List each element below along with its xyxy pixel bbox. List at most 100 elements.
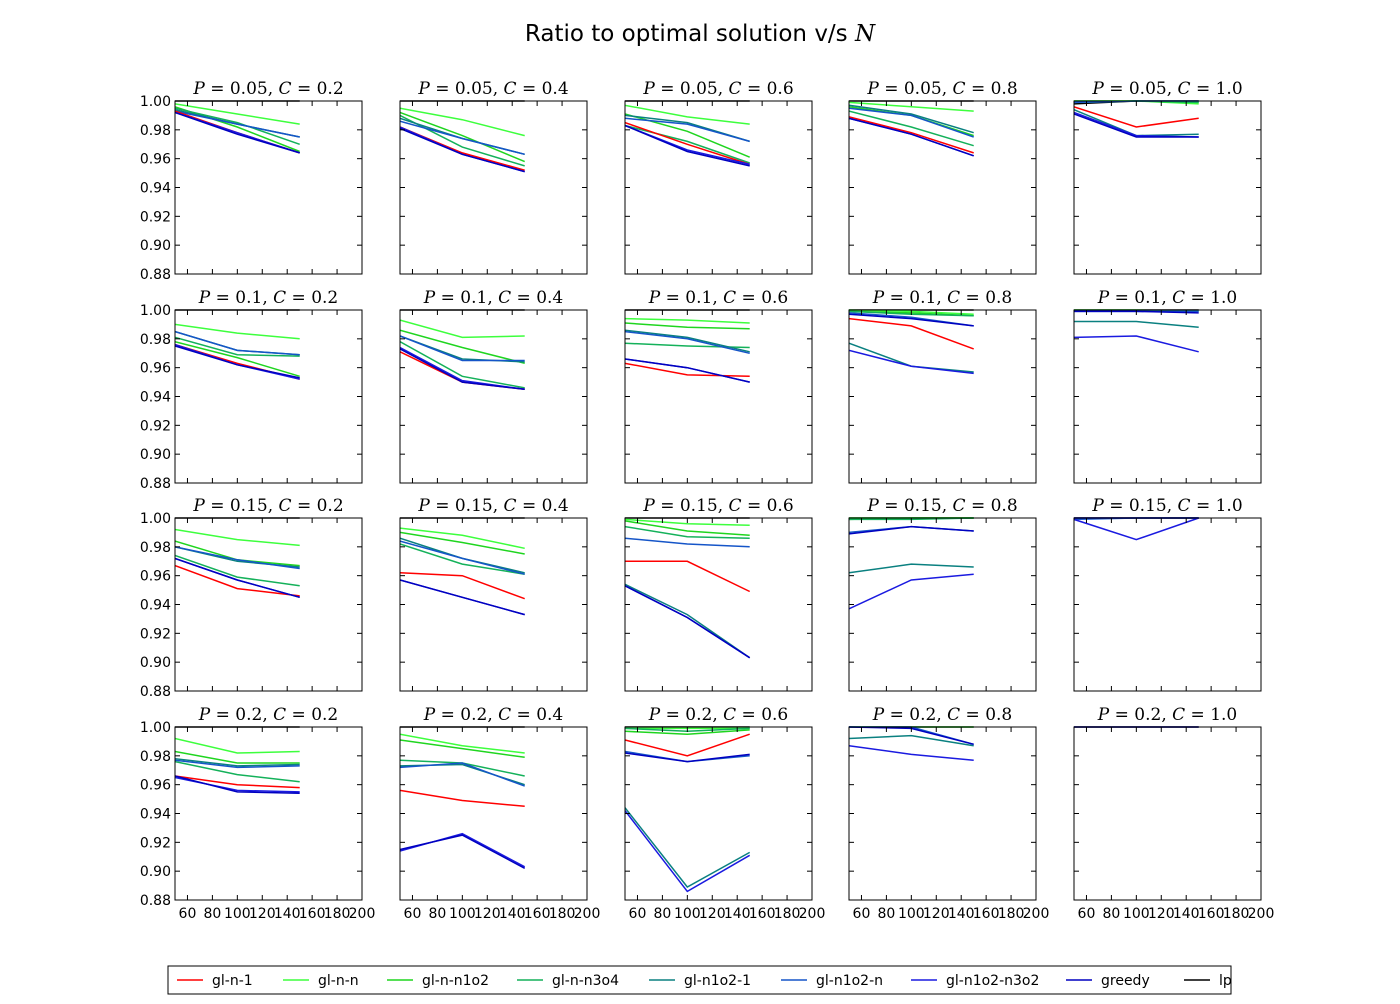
subplot-p0.2-c0.2: P = 0.2, C = 0.2 0.88 0.90 0.92 0.94 0.96 0.98… [140, 705, 376, 922]
series-line-gl-n-1 [849, 116, 974, 154]
series-line-gl-n1o2-1 [1074, 320, 1199, 329]
x-tick-label: 80 [1102, 906, 1120, 922]
series-line-gl-n1o2-1 [849, 563, 974, 574]
subplot-title: P = 0.2, C = 0.6 [648, 705, 789, 725]
subplot-p0.15-c0.4: P = 0.15, C = 0.4 [399, 496, 588, 692]
axes-frame [174, 100, 363, 275]
series-line-gl-n-1 [625, 121, 750, 166]
series-line-greedy [175, 557, 300, 599]
series-line-gl-n1o2-1 [400, 537, 525, 574]
x-tick-label: 200 [799, 906, 826, 922]
subplot-title: P = 0.1, C = 0.8 [872, 288, 1013, 308]
subplot-p0.05-c0.4: P = 0.05, C = 0.4 [399, 79, 588, 275]
x-tick-label: 120 [699, 906, 726, 922]
x-tick-label: 140 [1173, 906, 1200, 922]
series-group [400, 100, 525, 173]
subplot-title: P = 0.05, C = 0.6 [642, 79, 793, 99]
series-line-greedy [625, 585, 751, 659]
series-line-greedy [175, 775, 300, 795]
series-line-gl-n-n1o2 [400, 531, 525, 555]
series-line-gl-n1o2-n3o2 [625, 358, 750, 383]
axes-frame [848, 726, 1037, 901]
series-group [625, 726, 751, 893]
series-line-greedy [1074, 113, 1199, 138]
y-tick-label: 0.90 [140, 238, 171, 254]
series-line-gl-n-n [175, 737, 300, 754]
y-tick-label: 0.92 [140, 418, 171, 434]
legend-label: greedy [1101, 973, 1150, 989]
series-line-gl-n-n [175, 323, 300, 340]
axes-frame [1073, 309, 1262, 484]
series-line-greedy [400, 834, 526, 869]
series-line-gl-n1o2-1 [625, 807, 751, 888]
series-line-gl-n1o2-n [175, 546, 300, 570]
legend-item-gl-n-1: gl-n-1 [177, 973, 253, 989]
series-line-gl-n-1 [625, 362, 750, 378]
legend-label: gl-n-n3o4 [552, 973, 619, 989]
series-line-gl-n1o2-n3o2 [400, 346, 525, 391]
subplot-title: P = 0.15, C = 0.8 [866, 496, 1017, 516]
series-line-gl-n-n [400, 319, 525, 339]
series-line-gl-n-n3o4 [175, 554, 300, 587]
legend-label: gl-n-1 [212, 973, 253, 989]
subplot-p0.15-c1.0: P = 0.15, C = 1.0 [1073, 496, 1262, 692]
x-tick-label: 140 [948, 906, 975, 922]
series-line-gl-n1o2-1 [849, 734, 974, 747]
x-tick-label: 160 [299, 906, 326, 922]
series-line-gl-n-n [175, 103, 300, 125]
subplot-title: P = 0.2, C = 1.0 [1097, 705, 1238, 725]
series-line-gl-n1o2-1 [849, 104, 974, 134]
y-tick-label: 0.88 [140, 476, 171, 492]
series-line-gl-n-1 [400, 789, 525, 808]
series-line-gl-n-n1o2 [625, 520, 750, 537]
legend-item-gl-n-n: gl-n-n [283, 973, 359, 989]
y-tick-label: 0.92 [140, 835, 171, 851]
x-tick-label: 200 [349, 906, 376, 922]
y-tick-label: 0.94 [140, 390, 171, 406]
series-line-gl-n-1 [625, 733, 750, 757]
series-line-gl-n1o2-1 [849, 342, 974, 373]
y-tick-label: 0.96 [140, 569, 171, 585]
legend-label: lp [1219, 973, 1232, 989]
x-tick-label: 160 [1198, 906, 1225, 922]
x-tick-label: 100 [449, 906, 476, 922]
series-line-gl-n1o2-n3o2 [400, 832, 526, 868]
y-tick-label: 1.00 [140, 94, 171, 110]
legend-label: gl-n1o2-n [816, 973, 883, 989]
series-line-gl-n1o2-n3o2 [625, 585, 751, 659]
axes-frame [624, 517, 813, 692]
figure-title-var: N [854, 21, 876, 47]
x-tick-label: 60 [853, 906, 871, 922]
x-tick-label: 120 [1148, 906, 1175, 922]
figure-title-text: Ratio to optimal solution v/s [525, 21, 855, 47]
series-group [400, 517, 525, 616]
y-tick-label: 0.96 [140, 778, 171, 794]
series-line-gl-n-n3o4 [175, 760, 300, 783]
x-tick-label: 180 [324, 906, 351, 922]
series-line-gl-n1o2-n [400, 120, 525, 156]
series-line-gl-n-n1o2 [625, 322, 750, 330]
subplot-title: P = 0.1, C = 0.2 [198, 288, 339, 308]
subplot-p0.1-c0.2: P = 0.1, C = 0.2 0.88 0.90 0.92 0.94 0.96 0.98… [140, 288, 363, 492]
subplot-p0.1-c1.0: P = 0.1, C = 1.0 [1073, 288, 1262, 484]
x-tick-label: 80 [653, 906, 671, 922]
axes-frame [848, 309, 1037, 484]
subplot-p0.05-c0.2: P = 0.05, C = 0.2 0.88 0.90 0.92 0.94 0.96 0.9… [140, 79, 363, 283]
y-tick-label: 0.98 [140, 123, 171, 139]
legend-item-gl-n-n3o4: gl-n-n3o4 [517, 973, 619, 989]
figure-title: Ratio to optimal solution v/s N [525, 21, 876, 47]
y-tick-label: 0.94 [140, 807, 171, 823]
series-line-gl-n-n3o4 [400, 341, 525, 389]
series-line-gl-n-n3o4 [625, 525, 750, 539]
series-line-gl-n-n1o2 [400, 329, 525, 365]
x-tick-label: 160 [749, 906, 776, 922]
y-tick-label: 0.92 [140, 209, 171, 225]
x-tick-label: 100 [674, 906, 701, 922]
series-line-gl-n1o2-n [175, 759, 300, 769]
series-line-gl-n1o2-n [625, 537, 750, 548]
legend-label: gl-n-n [318, 973, 359, 989]
x-tick-label: 180 [549, 906, 576, 922]
y-tick-label: 1.00 [140, 720, 171, 736]
